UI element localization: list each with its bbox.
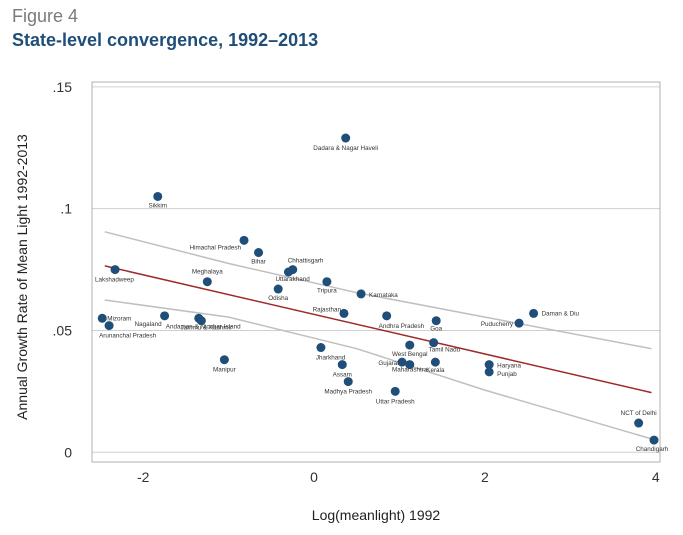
point-bihar xyxy=(254,248,264,258)
point-meghalaya xyxy=(202,277,212,287)
point-label-arunanchal-pradesh: Arunanchal Pradesh xyxy=(99,333,157,340)
chart-title: State-level convergence, 1992–2013 xyxy=(12,30,319,50)
y-tick-label: .15 xyxy=(53,79,73,95)
point-label-goa: Goa xyxy=(430,326,442,333)
tick-label-layer: 0 .05 .1 .15 -2 0 2 4 xyxy=(53,79,660,485)
point-haryana xyxy=(484,360,494,370)
point-label-manipur: Manipur xyxy=(213,367,236,374)
point-uttar-pradesh xyxy=(390,386,400,396)
fit-line xyxy=(104,265,652,394)
point-label-kerala: Kerala xyxy=(426,367,445,374)
point-label-assam: Assam xyxy=(333,372,352,379)
point-label-west-bengal: West Bengal xyxy=(392,351,428,358)
point-label-jharkhand: Jharkhand xyxy=(316,355,346,362)
point-label-dadara-nagar-haveli: Dadara & Nagar Haveli xyxy=(313,145,378,152)
point-goa xyxy=(431,316,441,326)
x-tick-label: 4 xyxy=(652,469,660,485)
point-jharkhand xyxy=(316,343,326,353)
confidence-band-layer xyxy=(104,231,652,440)
point-label-lakshadweep: Lakshadweep xyxy=(95,277,134,284)
plot-frame xyxy=(91,81,661,463)
point-label-gujarat: Gujarat xyxy=(378,360,399,367)
point-label-daman-diu: Daman & Diu xyxy=(542,310,580,317)
point-label-madhya-pradesh: Madhya Pradesh xyxy=(324,389,372,396)
point-madhya-pradesh xyxy=(343,377,353,387)
point-label-himachal-pradesh: Himachal Pradesh xyxy=(190,244,242,251)
point-label-puducherry: Puducherry xyxy=(481,321,514,328)
point-nagaland xyxy=(160,311,170,321)
point-label-uttarakhand: Uttarakhand xyxy=(275,276,310,283)
grid-layer xyxy=(92,86,660,453)
point-dadara-nagar-haveli xyxy=(341,133,351,143)
point-label-tripura: Tripura xyxy=(317,288,337,295)
x-tick-label: 0 xyxy=(310,469,318,485)
x-tick-label: 2 xyxy=(481,469,489,485)
point-label-andhra-pradesh: Andhra Pradesh xyxy=(379,323,425,330)
point-manipur xyxy=(219,355,229,365)
point-lakshadweep xyxy=(110,265,120,275)
point-kerala xyxy=(430,357,440,367)
point-label-uttar-pradesh: Uttar Pradesh xyxy=(376,398,415,405)
point-uttarakhand xyxy=(283,267,293,277)
point-odisha xyxy=(273,284,283,294)
point-puducherry xyxy=(514,318,524,328)
point-label-mizoram: Mizoram xyxy=(107,315,131,322)
figure-label: Figure 4 xyxy=(12,6,79,26)
point-tamil-nadu xyxy=(429,338,439,348)
point-chandigarh xyxy=(649,435,659,445)
point-rajasthan xyxy=(339,308,349,318)
point-maharashtra xyxy=(405,360,415,370)
point-arunanchal-pradesh xyxy=(104,321,114,331)
point-label-rajasthan: Rajasthan xyxy=(313,306,342,313)
point-karnataka xyxy=(356,289,366,299)
point-label-maharashtra: Maharashtra xyxy=(392,367,428,374)
y-tick-label: .05 xyxy=(53,322,73,338)
point-label-andaman-nicobar-island: Andaman & Nicobar Island xyxy=(166,323,241,330)
y-axis-label: Annual Growth Rate of Mean Light 1992-20… xyxy=(14,134,30,420)
point-daman-diu xyxy=(529,308,539,318)
point-assam xyxy=(337,360,347,370)
point-label-haryana: Haryana xyxy=(497,363,521,370)
point-label-bihar: Bihar xyxy=(251,259,266,266)
point-west-bengal xyxy=(405,340,415,350)
point-punjab xyxy=(484,367,494,377)
point-tripura xyxy=(322,277,332,287)
point-gujarat xyxy=(397,357,407,367)
point-label-chhattisgarh: Chhattisgarh xyxy=(288,258,324,265)
points-layer: Dadara & Nagar Haveli Sikkim Himachal Prad… xyxy=(95,133,669,453)
point-mizoram xyxy=(97,313,107,323)
point-himachal-pradesh xyxy=(239,235,249,245)
point-label-meghalaya: Meghalaya xyxy=(192,269,223,276)
point-jammu-kashmir xyxy=(196,316,206,326)
y-tick-label: .1 xyxy=(60,201,72,217)
point-label-punjab: Punjab xyxy=(497,371,517,378)
point-andhra-pradesh xyxy=(382,311,392,321)
y-tick-label: 0 xyxy=(64,444,72,460)
point-label-sikkim: Sikkim xyxy=(148,202,167,209)
point-label-odisha: Odisha xyxy=(268,295,288,302)
ci-lower-line xyxy=(104,299,652,440)
point-label-tamil-nadu: Tamil Nadu xyxy=(429,347,461,354)
point-label-karnataka: Karnataka xyxy=(369,292,398,299)
point-label-chandigarh: Chandigarh xyxy=(636,446,669,453)
x-axis-label: Log(meanlight) 1992 xyxy=(312,507,441,523)
x-tick-label: -2 xyxy=(137,469,150,485)
point-label-jammu-kashmir: Jammu & Kashmir xyxy=(181,325,232,332)
point-sikkim xyxy=(153,191,163,201)
point-label-nct-of-delhi: NCT of Delhi xyxy=(621,410,657,417)
point-label-nagaland: Nagaland xyxy=(135,321,162,328)
point-nct-of-delhi xyxy=(634,418,644,428)
